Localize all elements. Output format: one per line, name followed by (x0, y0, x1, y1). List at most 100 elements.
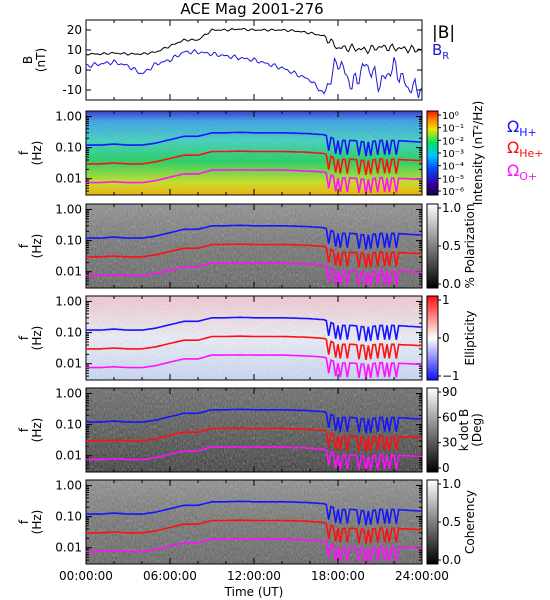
y-axis-label-unit: (Hz) (30, 418, 44, 443)
y-axis-label-unit: (Hz) (30, 326, 44, 351)
y-tick-label: 20 (67, 23, 82, 37)
colorbar-tick-label: 10⁻¹ (442, 124, 464, 135)
y-tick-label: 1.00 (55, 294, 82, 308)
y-tick-label: 1.00 (55, 386, 82, 400)
colorbar-tick-label: 30 (442, 436, 457, 450)
y-axis-label-main: f (17, 243, 31, 248)
y-axis-label-main: f (17, 427, 31, 432)
legend-he-plus-main: Ω (507, 138, 519, 157)
y-tick-label: 1.00 (55, 109, 82, 123)
line-he-plus (86, 427, 423, 453)
panel-frame (85, 19, 423, 101)
colorbar (426, 387, 439, 473)
colorbar-tick-label: 10⁻² (442, 136, 464, 147)
y-tick-label: 0.01 (55, 541, 82, 555)
colorbar-tick-label: 1.0 (442, 201, 461, 215)
y-axis-label-main: f (17, 335, 31, 340)
colorbar-label: Ellipticity (463, 311, 477, 366)
x-tick-label: 24:00:00 (395, 569, 449, 583)
series-b-total (85, 27, 423, 56)
colorbar-tick-label: 0.0 (442, 553, 461, 567)
y-tick-label: 0.10 (55, 510, 82, 524)
colorbar (426, 203, 439, 289)
colorbar-tick-label: 1.0 (442, 477, 461, 491)
line-h-plus (86, 224, 423, 250)
x-axis-label: Time (UT) (224, 585, 284, 599)
x-tick-label: 12:00:00 (227, 569, 281, 583)
colorbar-tick-label: 10⁻³ (442, 149, 464, 160)
y-tick-label: 1.00 (55, 202, 82, 216)
legend-h-plus-sub: H+ (519, 126, 537, 139)
y-axis-label: f(Hz) (17, 510, 44, 535)
x-tick-label: 06:00:00 (143, 569, 197, 583)
colorbar-label: Intensity (nT²/Hz) (471, 101, 485, 206)
colorbar (426, 110, 439, 196)
y-axis-label-main: f (17, 150, 31, 155)
legend-h-plus: ΩH+ (507, 117, 537, 139)
y-axis-label-unit: (Hz) (30, 510, 44, 535)
colorbar-tick-label: 0 (442, 331, 450, 345)
colorbar-tick-label: 0.0 (442, 277, 461, 291)
colorbar-tick-label: 10⁰ (442, 111, 459, 122)
y-axis-label: f(Hz) (17, 418, 44, 443)
legend-o-plus: ΩO+ (507, 161, 537, 183)
colorbar-label: Coherency (463, 490, 477, 554)
y-tick-label: 0.01 (55, 449, 82, 463)
colorbar-tick-label: 60 (442, 410, 457, 424)
y-axis-label-unit: (Hz) (30, 141, 44, 166)
line-he-plus (86, 335, 423, 361)
legend-b-r: BR (432, 41, 449, 62)
y-axis-label: f(Hz) (17, 326, 44, 351)
colorbar-label: k dot B(Deg) (457, 409, 484, 451)
y-tick-label: 0.10 (55, 234, 82, 248)
line-h-plus (86, 131, 423, 157)
y-axis-label-main: f (17, 519, 31, 524)
colorbar-label: % Polarization (463, 204, 477, 289)
y-tick-label: -10 (62, 83, 82, 97)
legend-b-r-sub: R (442, 51, 449, 62)
y-tick-label: 10 (67, 43, 82, 57)
colorbar-label-main: k dot B (457, 409, 471, 451)
y-axis-label-unit: (Hz) (30, 234, 44, 259)
colorbar-tick-label: 10⁻⁶ (442, 187, 464, 198)
panel-kdotb: 1.00 0.10 0.01 f(Hz) 90 60 30 0 k dot B(Deg) (17, 385, 484, 475)
colorbar (426, 479, 439, 565)
panel-intensity: 1.00 0.10 0.01 f(Hz) 10⁰ 10⁻¹10⁻² 10⁻³ 10⁻⁴10⁻⁵… (17, 101, 544, 206)
y-tick-label: 0.10 (55, 326, 82, 340)
colorbar-tick-label: 10⁻⁵ (442, 174, 464, 185)
y-tick-label: 0 (74, 63, 82, 77)
y-axis-label-unit: (nT) (34, 48, 48, 72)
colorbar-tick-label: 10⁻⁴ (442, 162, 464, 173)
line-h-plus (86, 316, 423, 342)
y-axis-label: f(Hz) (17, 234, 44, 259)
line-he-plus (86, 150, 423, 176)
legend-he-plus: ΩHe+ (507, 138, 544, 160)
figure-title: ACE Mag 2001-276 (180, 0, 323, 18)
colorbar-label-unit: (Deg) (470, 413, 484, 447)
series-b-r (85, 48, 423, 99)
legend-b-total: |B| (432, 23, 455, 43)
y-axis-label-main: B (21, 56, 35, 64)
colorbar-tick-label: 90 (442, 385, 457, 399)
line-he-plus (86, 243, 423, 269)
legend-o-plus-main: Ω (507, 161, 519, 180)
legend-h-plus-main: Ω (507, 117, 519, 136)
y-tick-label: 0.01 (55, 265, 82, 279)
colorbar-tick-label: −1 (442, 369, 460, 383)
colorbar-tick-label: 0.5 (442, 515, 461, 529)
x-tick-label: 00:00:00 (59, 569, 113, 583)
colorbar-tick-label: 1 (442, 293, 450, 307)
y-axis-label: B(nT) (21, 48, 48, 72)
y-axis-label: f(Hz) (17, 141, 44, 166)
line-h-plus (86, 408, 423, 434)
line-he-plus (86, 519, 423, 545)
colorbar (426, 295, 439, 381)
legend-b-r-main: B (432, 41, 442, 59)
y-tick-label: 0.01 (55, 357, 82, 371)
colorbar-tick-label: 0 (442, 461, 450, 475)
legend-o-plus-sub: O+ (519, 170, 537, 183)
x-tick-label: 18:00:00 (311, 569, 365, 583)
